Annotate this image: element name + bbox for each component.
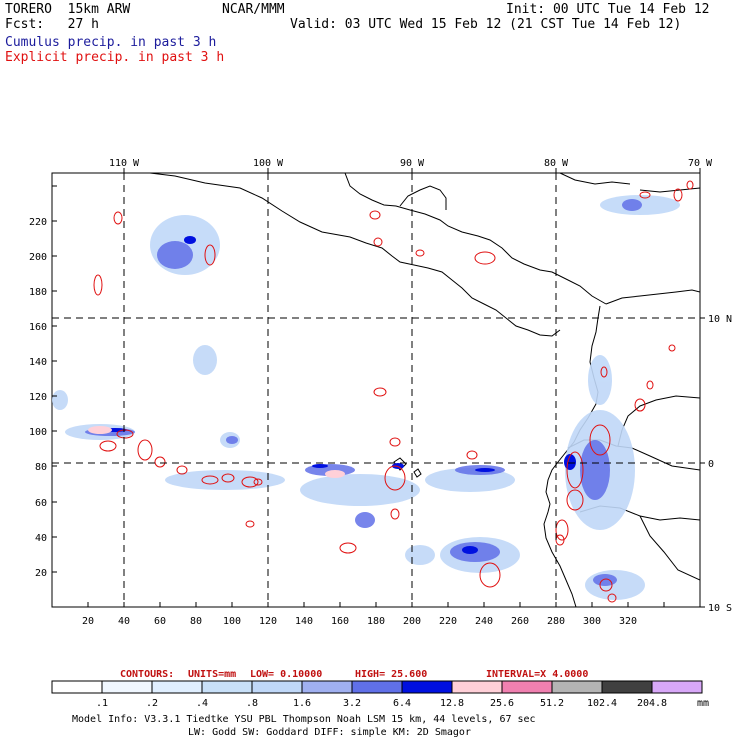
y-tick-label: 160 <box>29 322 47 333</box>
colorbar-level-label: .1 <box>96 698 108 709</box>
y-tick-label: 80 <box>35 462 47 473</box>
axis-ticks <box>52 168 705 608</box>
cumulus-legend: Cumulus precip. in past 3 h <box>5 35 217 50</box>
cumulus-precip <box>52 195 680 600</box>
model-title: TORERO 15km ARW <box>5 2 131 17</box>
colorbar-swatch <box>351 680 403 694</box>
x-tick-label: 100 <box>223 616 241 627</box>
y-tick-label: 40 <box>35 533 47 544</box>
colorbar-swatch <box>151 680 203 694</box>
colorbar-swatch <box>251 680 303 694</box>
lat-label-10n: 10 N <box>708 314 732 325</box>
y-tick-label: 120 <box>29 392 47 403</box>
y-tick-label: 20 <box>35 568 47 579</box>
init-time: Init: 00 UTC Tue 14 Feb 12 <box>506 2 710 17</box>
lon-label-90w: 90 W <box>400 158 425 169</box>
model-info-line2: LW: Godd SW: Goddard DIFF: simple KM: 2D… <box>188 727 471 738</box>
y-tick-label: 140 <box>29 357 47 368</box>
x-tick-label: 300 <box>583 616 601 627</box>
x-tick-label: 60 <box>154 616 166 627</box>
x-tick-label: 280 <box>547 616 565 627</box>
y-tick-label: 180 <box>29 287 47 298</box>
x-tick-label: 200 <box>403 616 421 627</box>
x-tick-label: 40 <box>118 616 130 627</box>
colorbar-level-label: 102.4 <box>587 698 617 709</box>
contour-high: HIGH= 25.600 <box>355 669 427 680</box>
lon-label-80w: 80 W <box>544 158 569 169</box>
explicit-legend: Explicit precip. in past 3 h <box>5 50 225 65</box>
model-info-line1: Model Info: V3.3.1 Tiedtke YSU PBL Thomp… <box>72 714 536 725</box>
x-tick-label: 180 <box>367 616 385 627</box>
x-tick-label: 120 <box>259 616 277 627</box>
x-tick-label: 140 <box>295 616 313 627</box>
colorbar-unit: mm <box>697 698 709 709</box>
colorbar-swatch <box>301 680 353 694</box>
y-tick-label: 200 <box>29 252 47 263</box>
contour-heading: CONTOURS: <box>120 669 174 680</box>
lon-label-100w: 100 W <box>253 158 284 169</box>
colorbar-swatch <box>501 680 553 694</box>
x-tick-label: 260 <box>511 616 529 627</box>
colorbar-swatch <box>201 680 253 694</box>
colorbar-swatch <box>51 680 103 694</box>
contour-units: UNITS=mm <box>188 669 236 680</box>
x-tick-label: 320 <box>619 616 637 627</box>
y-tick-label: 220 <box>29 217 47 228</box>
lon-label-70w: 70 W <box>688 158 713 169</box>
x-tick-label: 20 <box>82 616 94 627</box>
x-tick-label: 160 <box>331 616 349 627</box>
lat-label-10s: 10 S <box>708 603 732 614</box>
lon-label-110w: 110 W <box>109 158 140 169</box>
colorbar <box>51 680 703 694</box>
x-tick-label: 220 <box>439 616 457 627</box>
colorbar-swatch <box>651 680 703 694</box>
x-tick-label: 80 <box>190 616 202 627</box>
valid-time: Valid: 03 UTC Wed 15 Feb 12 (21 CST Tue … <box>290 17 682 32</box>
colorbar-level-label: .8 <box>246 698 258 709</box>
y-tick-label: 60 <box>35 498 47 509</box>
colorbar-level-label: 3.2 <box>343 698 361 709</box>
colorbar-swatch <box>401 680 453 694</box>
y-tick-label: 100 <box>29 427 47 438</box>
colorbar-swatch <box>551 680 603 694</box>
colorbar-level-label: 6.4 <box>393 698 411 709</box>
colorbar-level-label: 51.2 <box>540 698 564 709</box>
contour-low: LOW= 0.10000 <box>250 669 322 680</box>
organization: NCAR/MMM <box>222 2 285 17</box>
colorbar-level-label: 1.6 <box>293 698 311 709</box>
forecast-hour: Fcst: 27 h <box>5 17 99 32</box>
colorbar-level-label: 25.6 <box>490 698 514 709</box>
colorbar-swatch <box>451 680 503 694</box>
colorbar-level-label: .2 <box>146 698 158 709</box>
colorbar-level-label: 12.8 <box>440 698 464 709</box>
colorbar-level-label: 204.8 <box>637 698 667 709</box>
x-tick-label: 240 <box>475 616 493 627</box>
colorbar-level-label: .4 <box>196 698 208 709</box>
colorbar-swatch <box>101 680 153 694</box>
colorbar-swatch <box>601 680 653 694</box>
contour-interval: INTERVAL=X 4.0000 <box>486 669 588 680</box>
lat-label-0: 0 <box>708 459 714 470</box>
lat-lon-grid <box>52 173 700 607</box>
explicit-precip-contours <box>93 180 694 603</box>
